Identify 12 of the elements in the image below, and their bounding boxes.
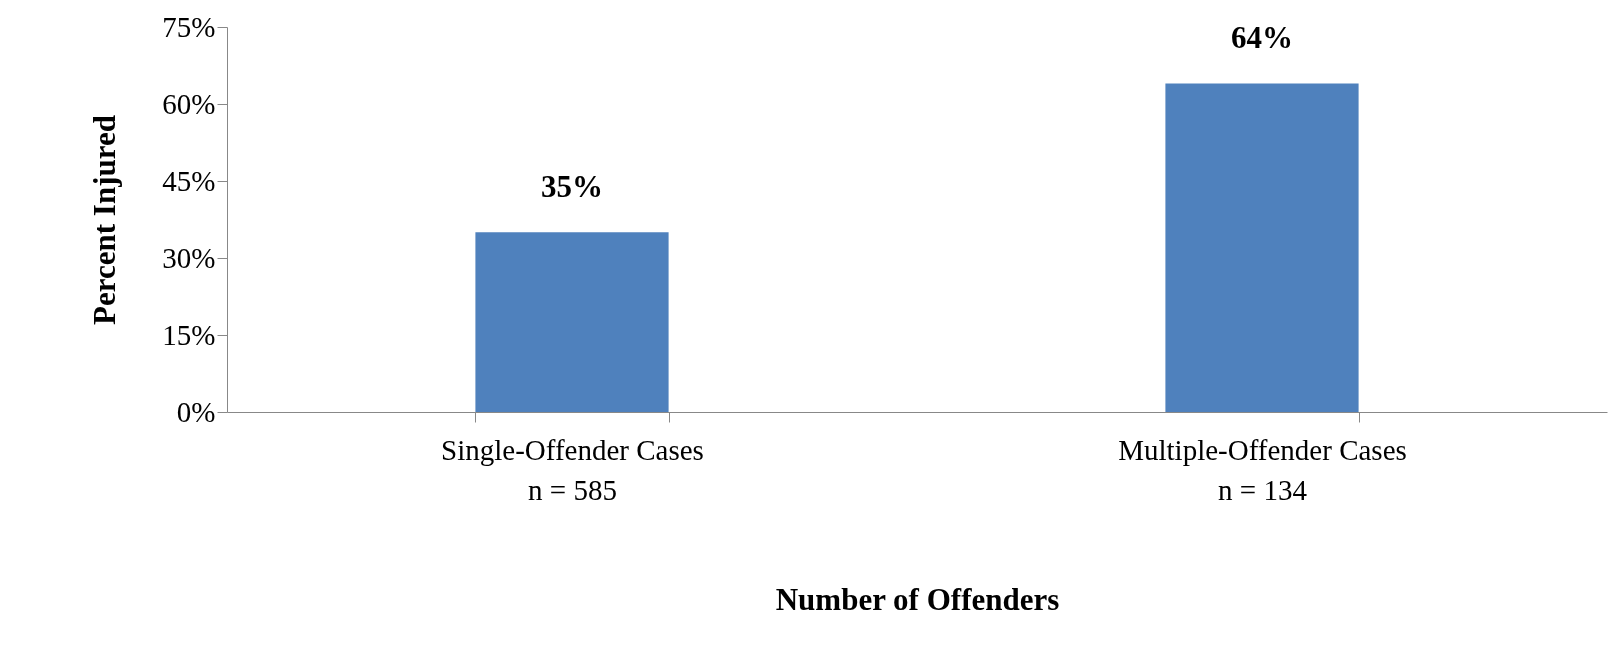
y-axis-title: Percent Injured [87, 115, 123, 325]
x-tick-label: Multiple-Offender Cases n = 134 [1118, 433, 1407, 506]
x-tick-label: Single-Offender Cases n = 585 [441, 433, 704, 506]
y-tick-label: 0% [176, 395, 216, 428]
y-tick-label: 60% [162, 87, 216, 120]
data-label: 35% [541, 169, 603, 205]
x-axis-title: Number of Offenders [775, 581, 1060, 617]
y-tick-label: 30% [162, 241, 216, 274]
data-label: 64% [1231, 20, 1293, 56]
y-tick-label: 15% [162, 318, 216, 351]
y-tick-label: 45% [162, 164, 216, 197]
y-tick-label: 75% [162, 10, 216, 43]
